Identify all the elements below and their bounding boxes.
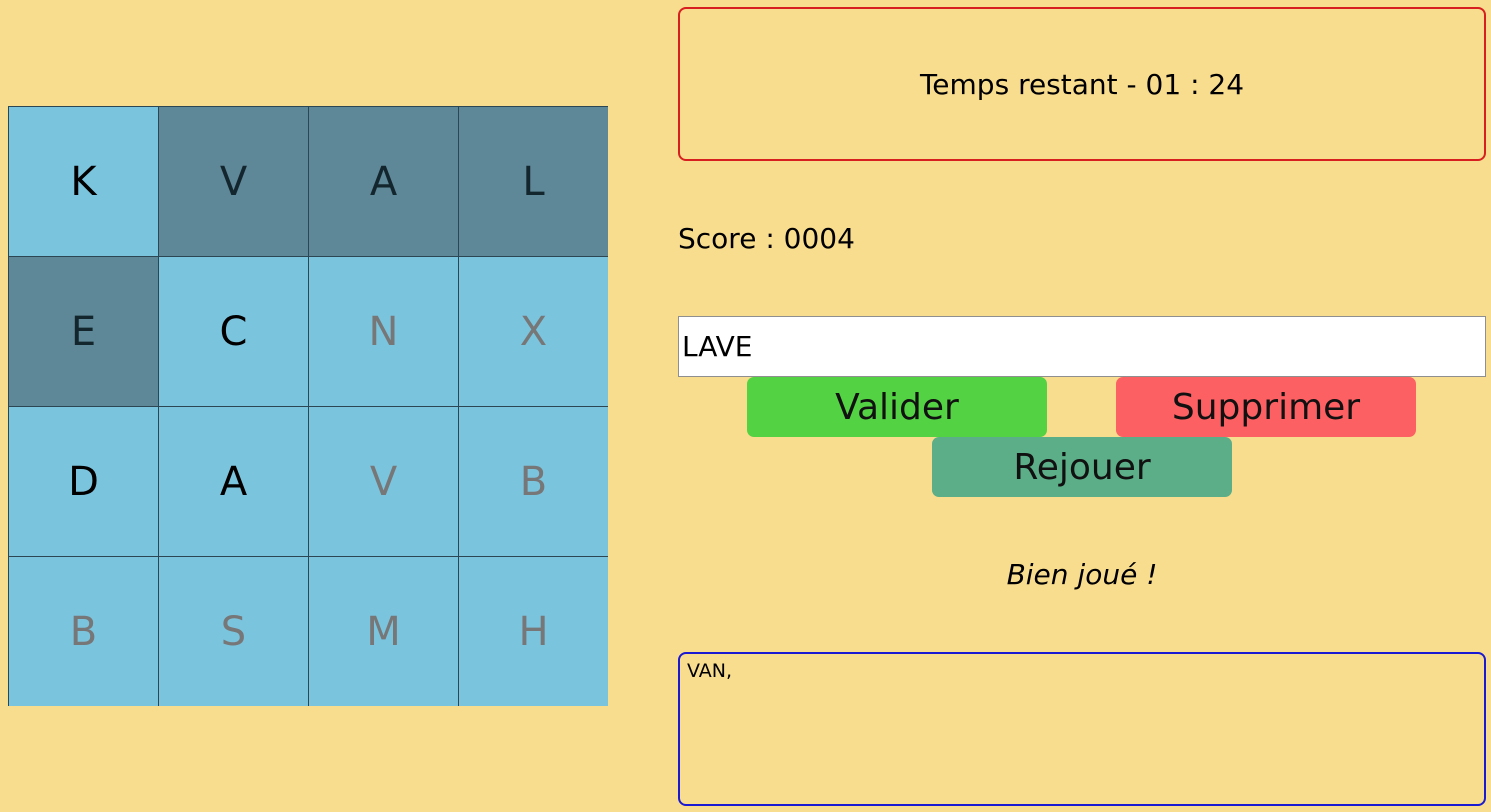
grid-cell[interactable]: L — [458, 106, 608, 256]
feedback-message: Bien joué ! — [678, 558, 1486, 591]
grid-cell[interactable]: N — [308, 256, 458, 406]
score-display: Score : 0004 — [678, 222, 855, 255]
found-words-text: VAN, — [687, 660, 732, 682]
replay-button[interactable]: Rejouer — [932, 437, 1232, 497]
grid-cell[interactable]: B — [8, 556, 158, 706]
grid-cell[interactable]: M — [308, 556, 458, 706]
word-input[interactable] — [678, 316, 1486, 377]
grid-cell[interactable]: E — [8, 256, 158, 406]
grid-cell[interactable]: K — [8, 106, 158, 256]
letter-grid: K V A L E C N X D A V B B S M H — [8, 106, 608, 706]
grid-cell[interactable]: A — [158, 406, 308, 556]
grid-cell[interactable]: X — [458, 256, 608, 406]
grid-cell[interactable]: V — [158, 106, 308, 256]
grid-cell[interactable]: B — [458, 406, 608, 556]
found-words-panel: VAN, — [678, 652, 1486, 806]
timer-text: Temps restant - 01 : 24 — [920, 68, 1244, 101]
grid-cell[interactable]: D — [8, 406, 158, 556]
grid-cell[interactable]: S — [158, 556, 308, 706]
grid-cell[interactable]: A — [308, 106, 458, 256]
grid-cell[interactable]: V — [308, 406, 458, 556]
grid-cell[interactable]: H — [458, 556, 608, 706]
grid-cell[interactable]: C — [158, 256, 308, 406]
timer-panel: Temps restant - 01 : 24 — [678, 7, 1486, 161]
delete-button[interactable]: Supprimer — [1116, 377, 1416, 437]
validate-button[interactable]: Valider — [747, 377, 1047, 437]
